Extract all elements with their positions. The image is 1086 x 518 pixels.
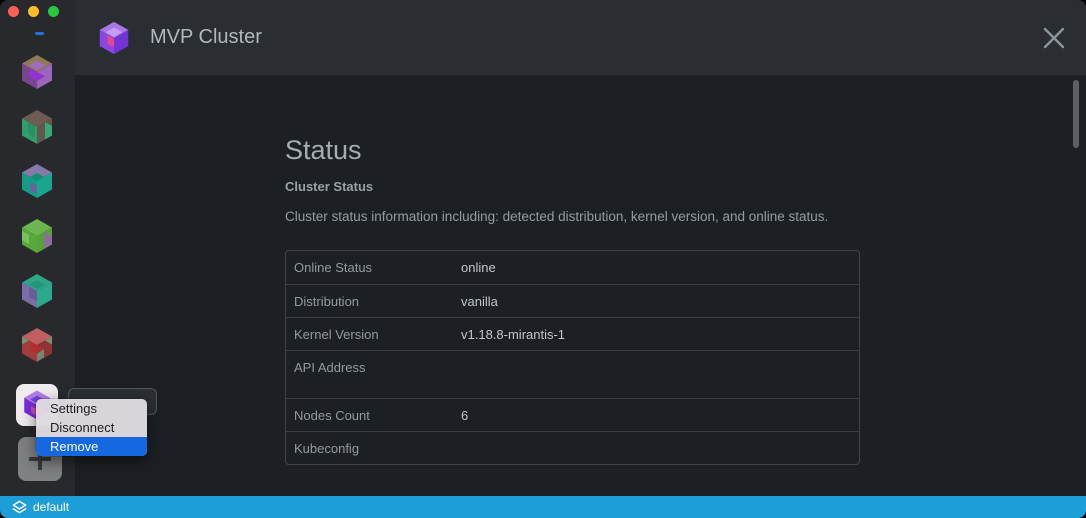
table-row: Nodes Count 6 [286,398,859,431]
cluster-cube-icon [22,219,52,253]
cluster-cube-icon [22,274,52,308]
close-button[interactable] [1042,26,1066,50]
sidebar-cluster-5[interactable] [17,271,57,311]
sidebar-cluster-2[interactable] [17,107,57,147]
row-label: Nodes Count [294,407,370,423]
sidebar-cluster-3[interactable] [17,161,57,201]
cluster-cube-icon [95,19,133,57]
kube-context-label: default [33,500,70,514]
cluster-header: MVP Cluster [75,0,1086,75]
scrollbar-thumb[interactable] [1073,80,1079,148]
traffic-light-zoom[interactable] [48,6,59,17]
sidebar-cluster-1[interactable] [17,52,57,92]
cluster-title: MVP Cluster [150,26,262,48]
row-value: vanilla [461,293,498,309]
row-label: Distribution [294,293,360,309]
traffic-light-minimize[interactable] [28,6,39,17]
context-menu: Settings Disconnect Remove [36,399,147,456]
close-icon [1043,27,1065,49]
settings-content: Status Cluster Status Cluster status inf… [75,75,1086,496]
sidebar-cluster-6[interactable] [17,325,57,365]
table-row: Distribution vanilla [286,284,859,317]
row-value: v1.18.8-mirantis-1 [461,326,566,342]
cluster-cube-icon [22,328,52,362]
section-title: Cluster Status [285,179,374,194]
cluster-cube-icon [22,164,52,198]
window-controls [8,6,59,17]
cluster-cube-icon [22,110,52,144]
sidebar-cluster-4[interactable] [17,216,57,256]
plus-icon [38,448,42,470]
traffic-light-close[interactable] [8,6,19,17]
table-row: Online Status online [286,251,859,284]
menu-item-settings[interactable]: Settings [50,401,97,416]
section-description: Cluster status information including: de… [285,209,829,224]
row-value: 6 [461,407,469,423]
active-cluster-indicator [35,32,44,35]
row-label: API Address [294,360,366,375]
table-row: Kubeconfig [286,431,859,464]
table-row: API Address [286,350,859,398]
cluster-cube-icon [22,55,52,89]
row-label: Kernel Version [294,326,379,342]
table-row: Kernel Version v1.18.8-mirantis-1 [286,317,859,350]
page-title: Status [285,135,362,165]
menu-item-remove[interactable]: Remove [36,437,147,456]
row-value: online [461,260,496,275]
row-label: Kubeconfig [294,440,360,456]
layers-icon [12,500,27,513]
row-label: Online Status [294,260,373,275]
status-bar: default [0,496,1086,518]
menu-item-disconnect[interactable]: Disconnect [50,420,115,435]
cluster-status-table: Online Status online Distribution vanill… [285,250,860,465]
